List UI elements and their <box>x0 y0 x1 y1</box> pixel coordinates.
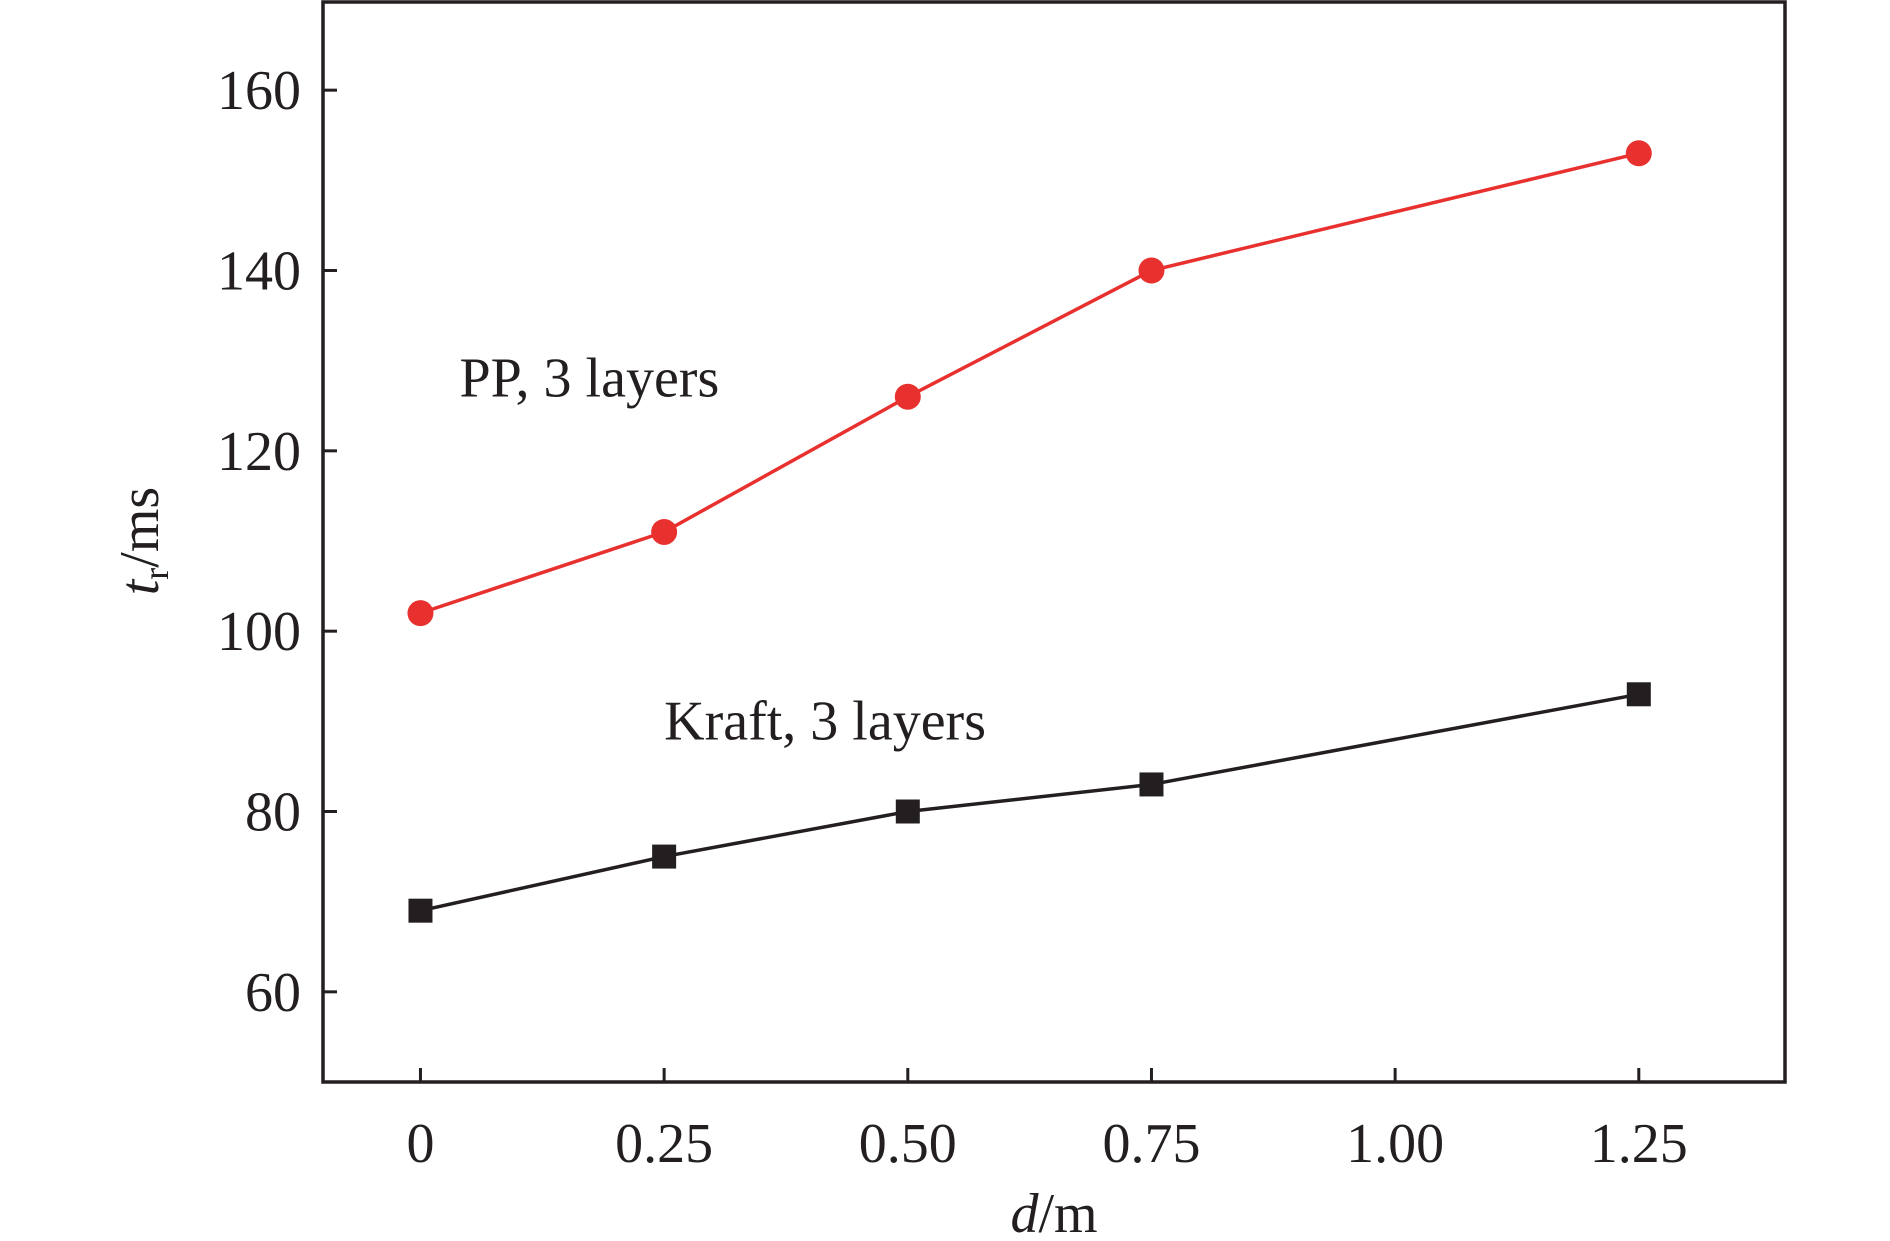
x-axis-title-var: d <box>1010 1183 1039 1241</box>
x-tick-label-4: 1.00 <box>1346 1113 1444 1175</box>
y-axis-title-var: t <box>109 578 171 595</box>
series-0-point-0 <box>407 600 434 627</box>
y-tick-label-1: 80 <box>245 782 301 844</box>
series-0-point-1 <box>651 518 678 545</box>
x-tick-label-5: 1.25 <box>1590 1113 1688 1175</box>
series-0-point-2 <box>894 383 921 410</box>
series-1-point-4 <box>1626 682 1651 707</box>
x-tick-label-0: 0 <box>406 1113 434 1175</box>
axis-ticks <box>323 88 1641 1082</box>
x-axis-title-unit: /m <box>1038 1183 1097 1241</box>
y-tick-label-0: 60 <box>245 962 301 1024</box>
series-1-point-2 <box>895 799 920 824</box>
y-axis-title: tr/ms <box>109 487 176 595</box>
y-axis-title-sub: r <box>136 568 176 580</box>
series-1-point-1 <box>652 844 677 869</box>
x-tick-label-1: 0.25 <box>615 1113 713 1175</box>
labels-layer: 0 0.25 0.50 0.75 1.00 1.25 60 80 100 120 140 160 PP,… <box>217 60 1688 1175</box>
x-axis-title: d/m <box>1010 1183 1097 1241</box>
series-0-point-3 <box>1138 257 1165 284</box>
y-tick-label-4: 140 <box>217 241 301 303</box>
series-1-point-0 <box>408 898 433 923</box>
series-1-point-3 <box>1139 772 1164 797</box>
y-tick-label-2: 100 <box>217 601 301 663</box>
series-0 <box>407 140 1652 627</box>
series-0-point-4 <box>1625 140 1652 167</box>
y-axis-title-unit: /ms <box>109 487 171 568</box>
plot-frame <box>321 0 1787 1084</box>
y-tick-label-5: 160 <box>217 60 301 122</box>
x-tick-label-2: 0.50 <box>859 1113 957 1175</box>
series-1 <box>408 682 1651 923</box>
y-tick-label-3: 120 <box>217 421 301 483</box>
x-tick-label-3: 0.75 <box>1102 1113 1200 1175</box>
series-layer <box>407 140 1652 923</box>
series-label-1: Kraft, 3 layers <box>664 690 986 752</box>
series-label-0: PP, 3 layers <box>459 348 719 410</box>
